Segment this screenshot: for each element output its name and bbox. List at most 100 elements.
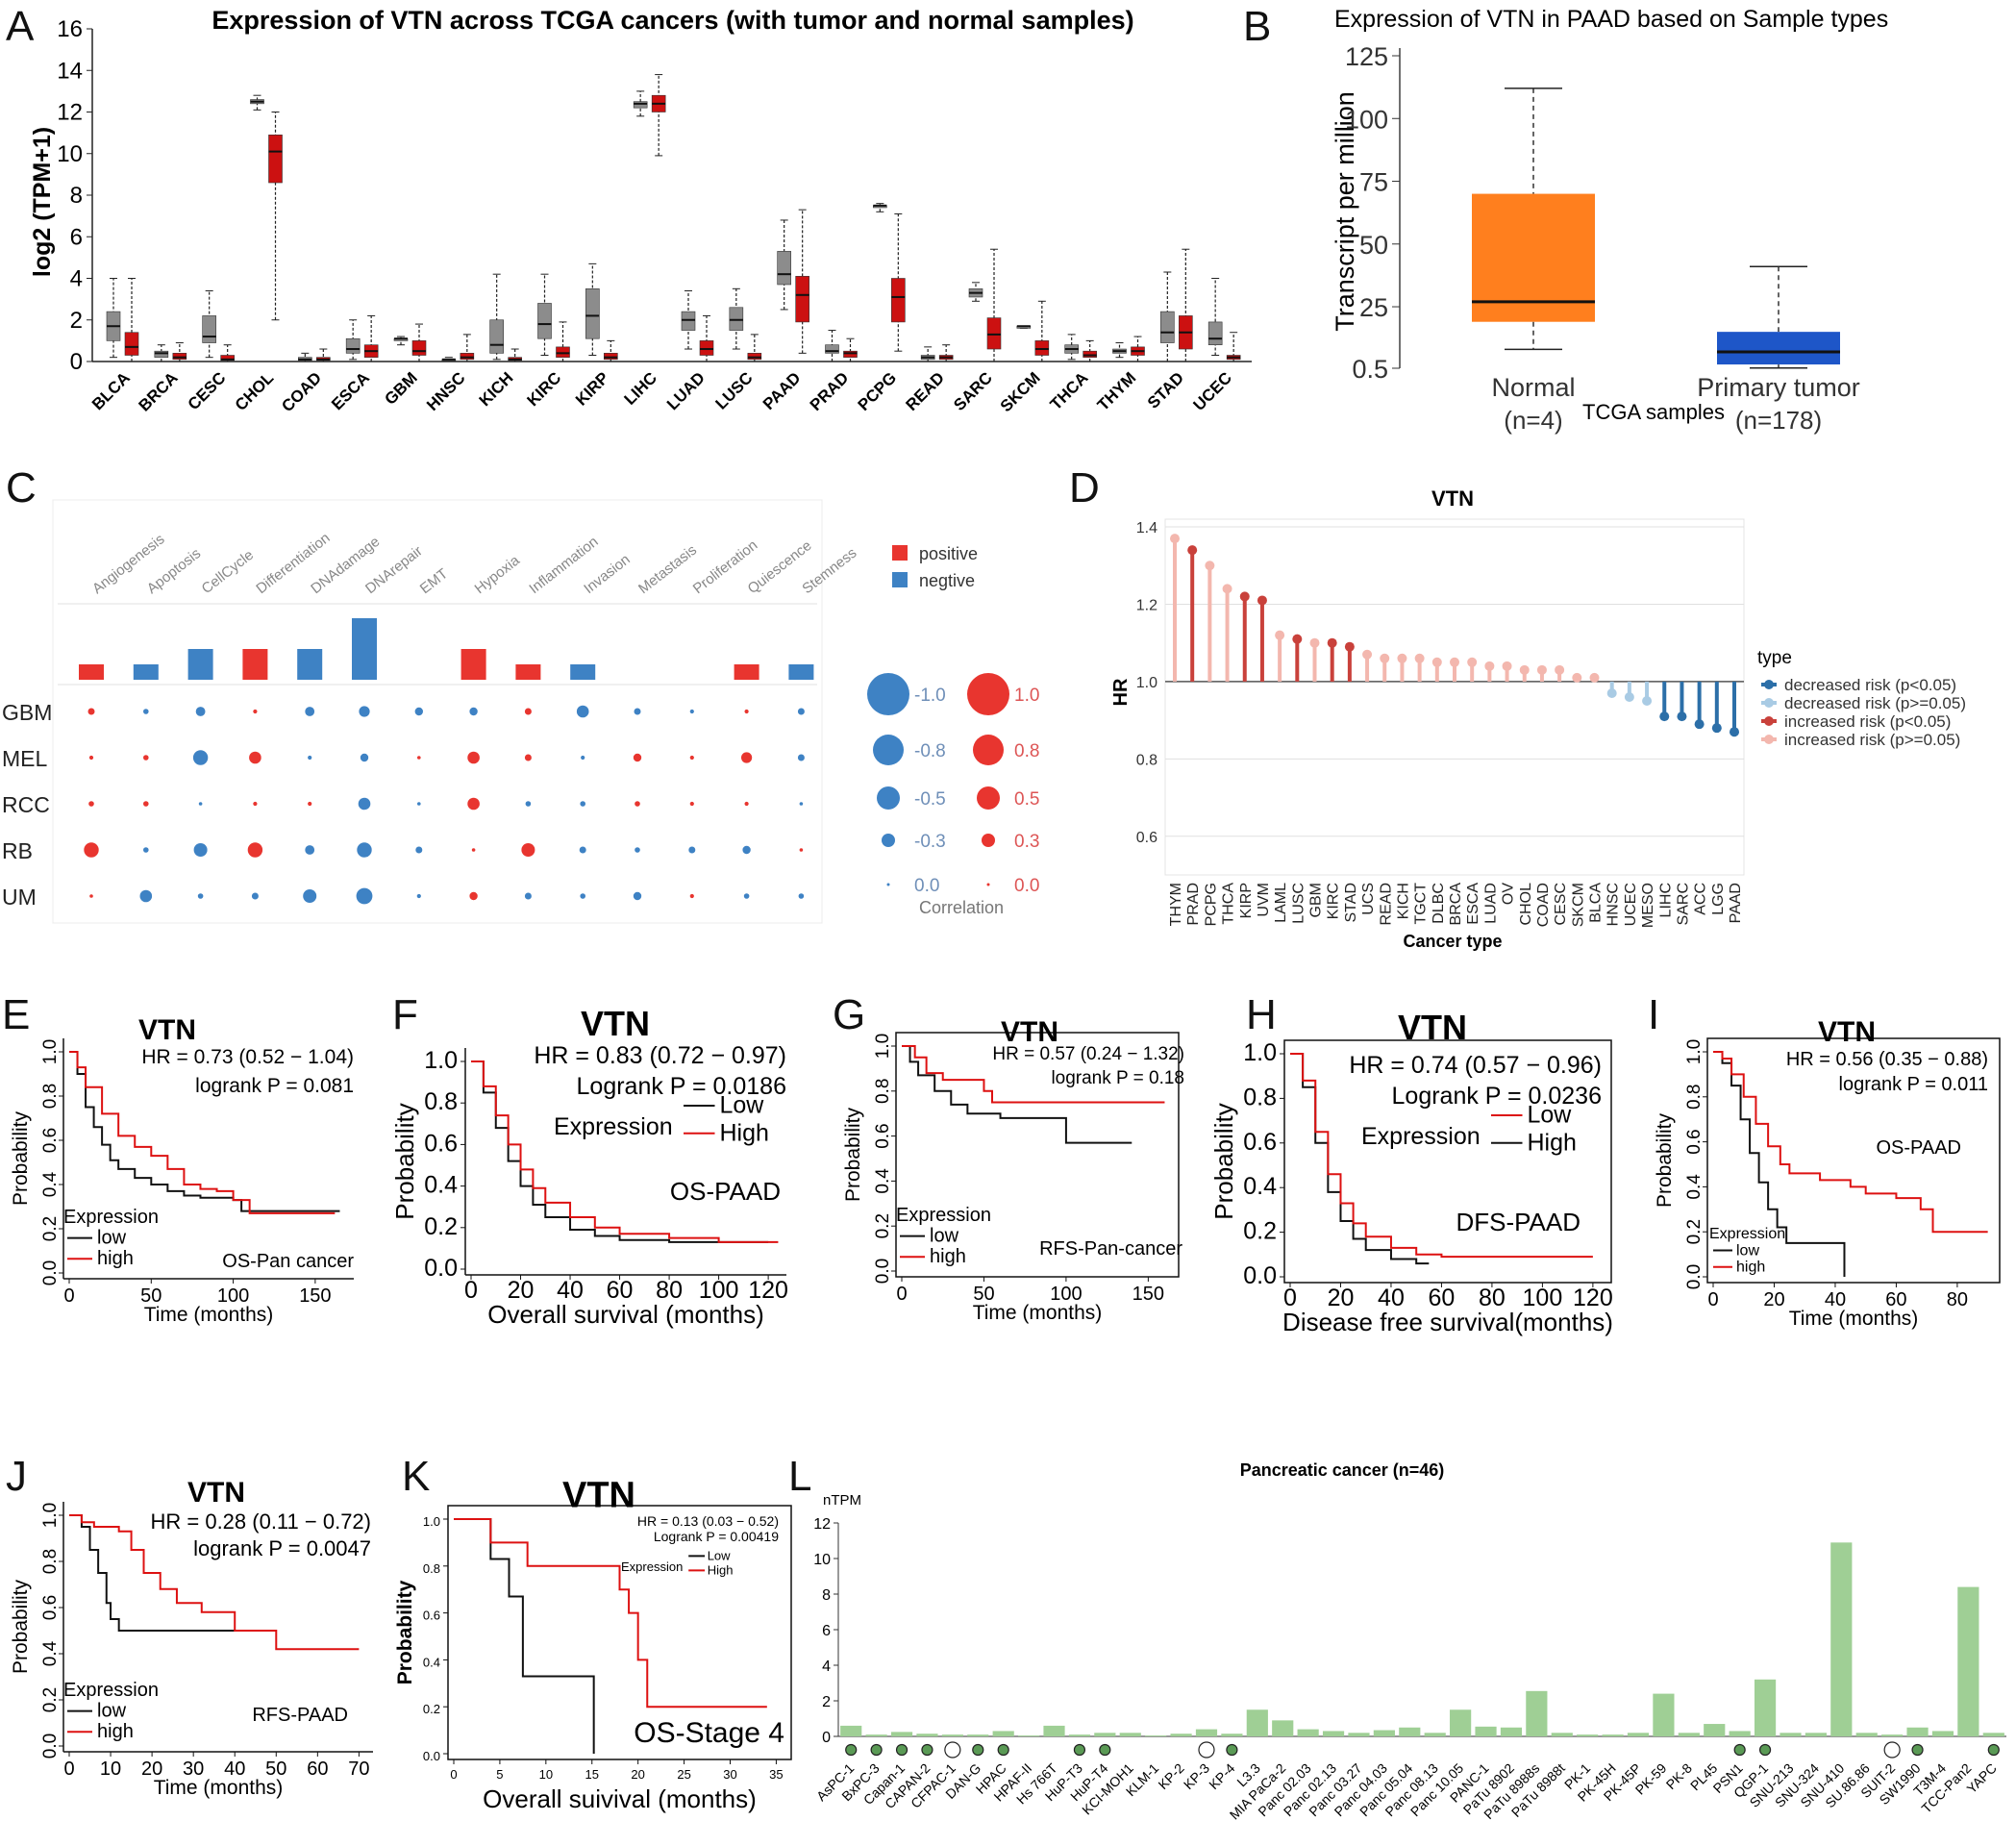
km-xtick-label: 50 (140, 1285, 162, 1307)
d-point (1344, 641, 1355, 652)
panel-c-size-legend: -1.0 1.0 -0.8 0.8 -0.5 0.5 -0.3 0.3 0.0 0.0 (867, 673, 1039, 896)
a-category-label: LIHC (621, 368, 660, 408)
km-xtick-label: 5 (496, 1767, 503, 1782)
d-point (1659, 711, 1670, 722)
c-dot (471, 848, 476, 852)
panel-l-plot: 024681012AsPC-1BxPC-3Capan-1CAPAN-2CFPAC… (813, 1516, 2006, 1822)
d-legend-label: decreased risk (p>=0.05) (1784, 694, 1966, 712)
km-xtick-label: 0 (63, 1285, 74, 1307)
l-category-label: KP-4 (1206, 1760, 1237, 1792)
l-marker (1073, 1743, 1086, 1757)
c-summary-bar (460, 649, 486, 680)
d-point (1239, 591, 1250, 602)
d-category-label: CESC (1553, 883, 1569, 925)
a-category-label: THCA (1047, 368, 1092, 413)
panel-b: Expression of VTN in PAAD based on Sampl… (1331, 6, 1888, 435)
km-xtick-label: 100 (1523, 1285, 1563, 1311)
km-note: OS-Stage 4 (634, 1717, 784, 1749)
c-row-label: UM (2, 885, 37, 910)
legend-positive-dot (977, 786, 1000, 810)
l-bar (1729, 1731, 1751, 1736)
legend-positive-label: positive (919, 544, 978, 563)
km-legend-label: high (930, 1246, 966, 1267)
km-ylabel: Probability (390, 1103, 419, 1219)
km-legend-label: high (97, 1721, 134, 1742)
c-column-label: EMT (417, 565, 451, 597)
km-p-text: logrank P = 0.011 (1839, 1074, 1989, 1095)
km-curve-low (454, 1518, 595, 1754)
c-summary-bar (515, 664, 541, 680)
d-point (1275, 630, 1285, 640)
c-dot (524, 892, 532, 900)
c-dot (143, 801, 149, 807)
panel-c-plot: AngiogenesisApoptosisCellCycleDifferenti… (2, 530, 859, 910)
panel-letter-h: H (1246, 991, 1277, 1038)
km-curve-high (69, 1514, 360, 1651)
c-dot (357, 842, 372, 858)
c-dot (305, 707, 315, 716)
km-xtick-label: 50 (265, 1759, 286, 1780)
l-bar (890, 1732, 913, 1736)
d-category-label: BRCA (1448, 883, 1464, 926)
legend-positive-value: 0.5 (1014, 789, 1039, 810)
km-xtick-label: 150 (299, 1285, 331, 1307)
a-normal-esca-box (345, 337, 361, 354)
km-xtick-label: 40 (557, 1277, 584, 1304)
km-p-text: Logrank P = 0.00419 (654, 1529, 779, 1544)
km-ytick-label: 0.0 (1243, 1262, 1277, 1289)
km-hr-text: HR = 0.57 (0.24 − 1.32) (992, 1044, 1184, 1064)
d-plot-frame (1164, 518, 1745, 876)
km-xtick-label: 80 (656, 1277, 683, 1304)
km-legend-label: High (708, 1562, 734, 1577)
b-ytick-label: 25 (1359, 293, 1388, 322)
km-frame (1283, 1039, 1612, 1284)
c-dot (633, 891, 642, 901)
a-normal-brca-box (154, 350, 169, 358)
km-ytick-label: 1.0 (40, 1503, 61, 1528)
c-dot (467, 797, 480, 811)
l-marker (870, 1743, 883, 1757)
a-tumor-luad-box (699, 340, 714, 356)
km-ytick-label: 0.4 (423, 1655, 440, 1669)
l-bar (1957, 1586, 1979, 1736)
c-dot (415, 846, 423, 854)
l-ytick-label: 10 (813, 1552, 831, 1568)
l-bar (941, 1734, 963, 1736)
a-normal-stad-box (1160, 311, 1175, 343)
l-bar (1627, 1733, 1650, 1736)
l-bar (1754, 1679, 1777, 1736)
l-bar (1931, 1731, 1954, 1736)
d-ytick-label: 1.4 (1136, 520, 1157, 536)
c-summary-bar (133, 664, 159, 680)
c-dot (576, 705, 589, 718)
km-xtick-label: 15 (585, 1767, 599, 1782)
d-category-label: LUSC (1290, 883, 1307, 924)
l-bar (1246, 1709, 1268, 1736)
l-bar (1272, 1720, 1294, 1736)
km-xtick-label: 70 (348, 1759, 369, 1780)
c-dot (581, 755, 585, 761)
d-ytick-label: 1.0 (1136, 675, 1157, 691)
l-bar (1602, 1734, 1624, 1736)
l-bar (1094, 1733, 1116, 1736)
panel-letter-a: A (6, 3, 35, 50)
a-category-label: THYM (1094, 368, 1139, 413)
d-legend-dot (1764, 716, 1774, 726)
d-category-label: UCS (1360, 883, 1377, 915)
d-point (1222, 584, 1232, 594)
km-xtick-label: 25 (677, 1767, 690, 1782)
panel-c-frame (52, 499, 823, 924)
d-category-label: COAD (1535, 883, 1552, 927)
km-xtick-label: 40 (224, 1759, 245, 1780)
d-legend-dot (1764, 680, 1774, 689)
b-ytick-label: 0.5 (1352, 355, 1388, 384)
c-summary-bar (242, 649, 268, 680)
l-ytick-label: 6 (822, 1623, 831, 1639)
legend-positive-swatch (892, 545, 908, 561)
l-bar (1424, 1733, 1446, 1736)
d-point (1380, 653, 1390, 663)
a-tumor-hnsc-box (460, 353, 475, 361)
d-point (1450, 657, 1459, 667)
c-dot (253, 709, 258, 714)
km-legend-title: Expression (554, 1113, 673, 1140)
